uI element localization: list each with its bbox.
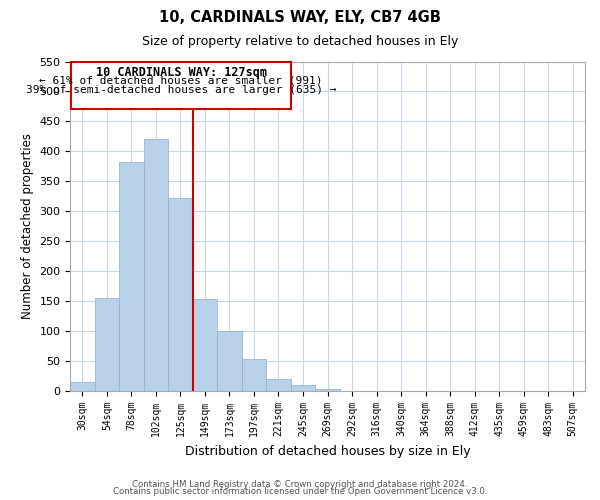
Bar [119, 162, 143, 391]
Bar [266, 378, 291, 391]
Text: 39% of semi-detached houses are larger (635) →: 39% of semi-detached houses are larger (… [26, 85, 336, 95]
Bar [95, 298, 119, 391]
Bar [242, 359, 266, 391]
Bar [340, 390, 364, 391]
Bar [70, 382, 95, 391]
Text: Contains public sector information licensed under the Open Government Licence v3: Contains public sector information licen… [113, 488, 487, 496]
Text: 10, CARDINALS WAY, ELY, CB7 4GB: 10, CARDINALS WAY, ELY, CB7 4GB [159, 10, 441, 25]
Text: ← 61% of detached houses are smaller (991): ← 61% of detached houses are smaller (99… [39, 76, 323, 86]
Bar [560, 390, 585, 391]
Bar [143, 140, 168, 391]
Bar [291, 384, 315, 391]
Bar [217, 331, 242, 391]
Text: Size of property relative to detached houses in Ely: Size of property relative to detached ho… [142, 35, 458, 48]
Bar [315, 390, 340, 391]
FancyBboxPatch shape [71, 62, 291, 110]
Text: 10 CARDINALS WAY: 127sqm: 10 CARDINALS WAY: 127sqm [95, 66, 266, 78]
Bar [364, 390, 389, 391]
X-axis label: Distribution of detached houses by size in Ely: Distribution of detached houses by size … [185, 444, 470, 458]
Bar [193, 300, 217, 391]
Bar [463, 390, 487, 391]
Text: Contains HM Land Registry data © Crown copyright and database right 2024.: Contains HM Land Registry data © Crown c… [132, 480, 468, 489]
Y-axis label: Number of detached properties: Number of detached properties [20, 134, 34, 320]
Bar [168, 198, 193, 391]
